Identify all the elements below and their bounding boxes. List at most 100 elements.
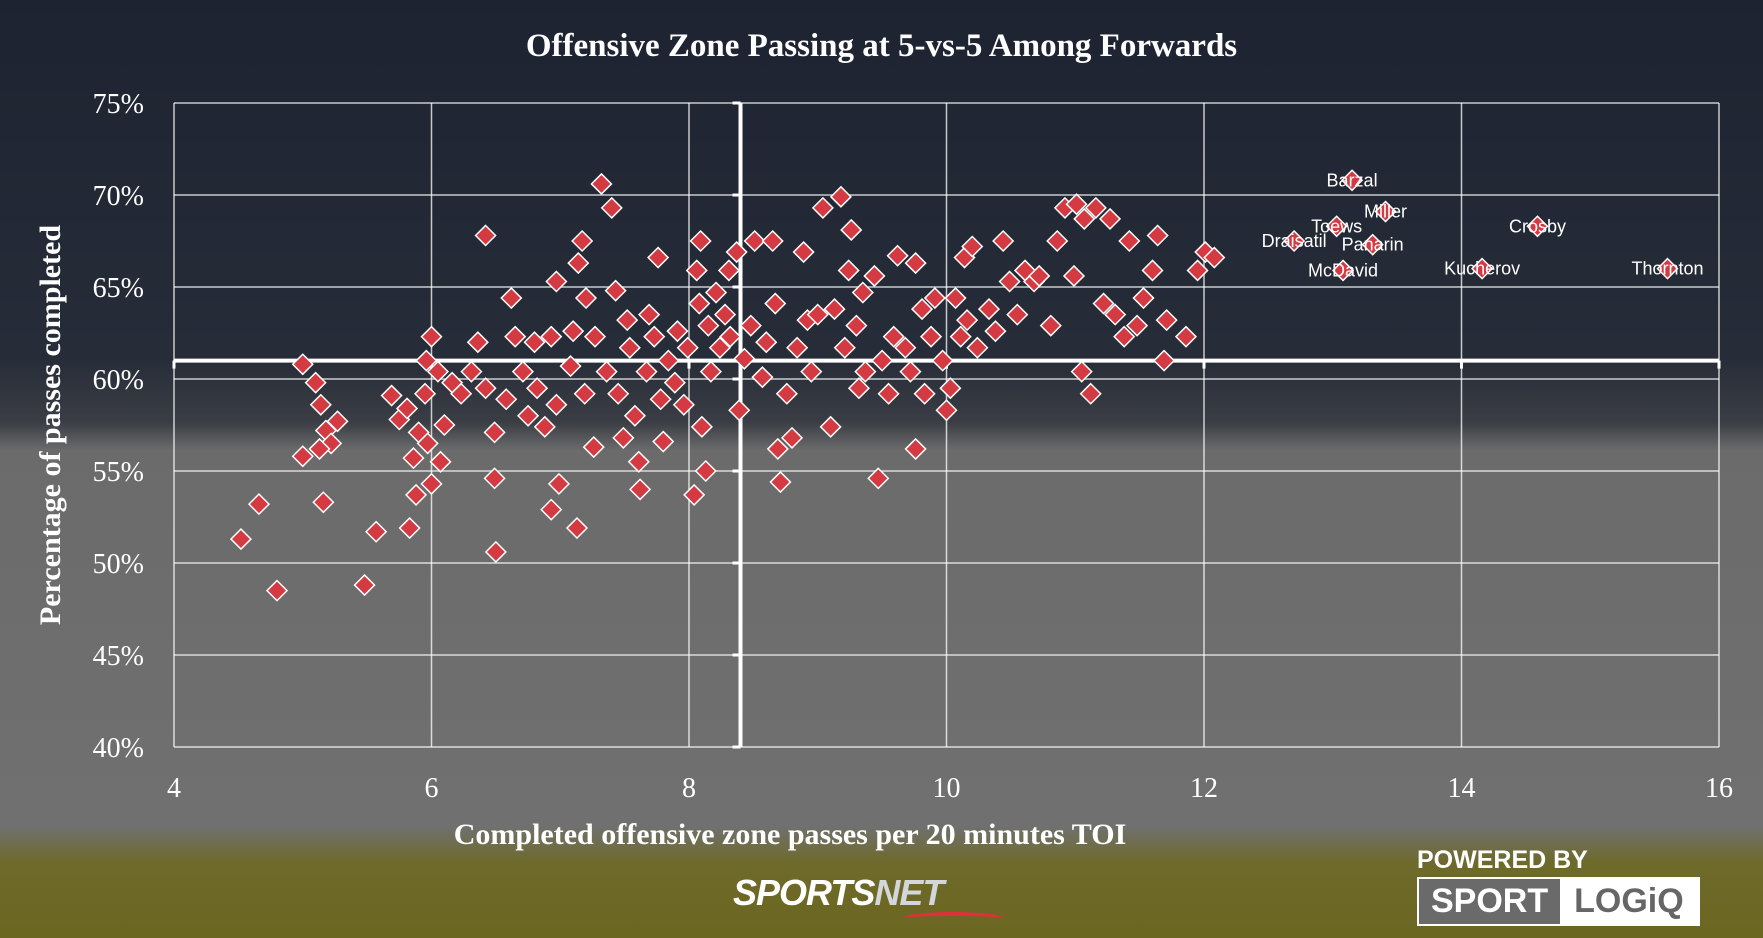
data-point: [533, 415, 556, 438]
data-point: [719, 325, 742, 348]
data-point: [854, 360, 877, 383]
data-point: [583, 325, 607, 348]
data-point: [728, 399, 751, 422]
data-point: [904, 252, 927, 275]
data-point: [426, 360, 449, 383]
data-point: [291, 445, 314, 468]
data-point: [867, 467, 890, 490]
data-point: [1141, 259, 1164, 282]
data-point: [697, 314, 720, 337]
data-point: [567, 252, 590, 275]
data-point: [635, 360, 658, 383]
data-point: [739, 314, 762, 337]
data-point: [623, 404, 646, 427]
data-point: [792, 240, 815, 264]
data-point: [823, 298, 846, 321]
y-axis-title: Percentage of passes completed: [34, 224, 67, 626]
data-point: [704, 281, 728, 304]
point-label: Kucherov: [1444, 259, 1520, 279]
data-point: [308, 437, 331, 460]
sportsnet-logo-a: SPORTS: [733, 872, 875, 913]
data-point: [751, 366, 774, 389]
data-point: [1098, 207, 1122, 230]
data-point: [402, 447, 425, 470]
powered-by-text: POWERED BY: [1417, 846, 1588, 874]
data-point: [547, 472, 571, 495]
data-point: [1203, 246, 1226, 269]
data-point: [500, 286, 523, 310]
data-point: [565, 516, 589, 540]
data-point: [851, 281, 874, 304]
data-point: [460, 360, 483, 383]
data-point: [562, 320, 585, 343]
data-point: [495, 388, 518, 411]
data-point: [590, 172, 613, 196]
data-point: [474, 224, 497, 247]
data-point: [643, 325, 666, 348]
data-point: [1039, 314, 1062, 337]
data-point: [939, 377, 962, 400]
data-point: [717, 259, 740, 282]
data-point: [1104, 303, 1127, 326]
data-point: [694, 459, 717, 483]
data-point: [517, 404, 540, 427]
data-point: [265, 579, 289, 602]
data-point: [229, 528, 253, 551]
data-point: [743, 229, 766, 253]
data-point: [304, 371, 327, 394]
data-point: [672, 393, 695, 416]
data-point: [877, 382, 900, 405]
data-point: [433, 413, 456, 437]
data-point: [910, 298, 934, 321]
data-point: [935, 399, 958, 422]
data-point: [450, 382, 473, 405]
data-point: [786, 336, 809, 359]
point-label: Thornton: [1631, 259, 1703, 279]
data-point: [840, 218, 863, 242]
data-point: [1084, 196, 1107, 219]
data-point: [1070, 360, 1093, 383]
x-axis-title: Completed offensive zone passes per 20 m…: [453, 818, 1127, 851]
x-tick-label: 14: [1448, 773, 1476, 804]
data-point: [420, 325, 443, 348]
data-point: [1046, 229, 1069, 253]
data-point: [766, 437, 789, 460]
data-point: [966, 336, 989, 359]
data-point: [1186, 259, 1209, 282]
data-point: [977, 298, 1001, 321]
point-label: Barzal: [1327, 170, 1378, 190]
data-point: [247, 493, 271, 516]
data-point: [904, 437, 927, 460]
point-label: Toews: [1311, 216, 1362, 236]
data-point: [755, 331, 778, 354]
y-tick-label: 65%: [93, 273, 144, 304]
data-point: [545, 270, 568, 293]
y-tick-label: 60%: [93, 365, 144, 396]
chart-title: Offensive Zone Passing at 5-vs-5 Among F…: [525, 28, 1238, 64]
y-tick-label: 75%: [93, 89, 144, 120]
labeled-data-point: [1331, 259, 1355, 282]
data-point: [353, 574, 376, 597]
data-point: [949, 325, 972, 348]
data-point: [1113, 325, 1136, 348]
data-point: [886, 244, 909, 267]
labeled-data-point: [1471, 257, 1494, 280]
data-point: [806, 303, 829, 326]
data-point: [600, 196, 623, 219]
data-point: [666, 320, 689, 343]
data-point: [414, 382, 437, 405]
data-point: [1118, 229, 1141, 253]
data-point: [733, 347, 756, 370]
y-tick-label: 50%: [93, 549, 144, 580]
data-point: [688, 292, 711, 315]
data-point: [1146, 224, 1169, 247]
sportlogiq-logo: SPORT LOGiQ: [1417, 877, 1700, 926]
data-point: [863, 264, 886, 288]
data-point: [612, 426, 635, 449]
point-label: Draisatil: [1262, 231, 1327, 251]
data-point: [837, 259, 860, 282]
data-point: [573, 382, 596, 405]
data-point: [708, 336, 731, 359]
data-point: [415, 349, 438, 372]
data-point: [484, 540, 507, 564]
